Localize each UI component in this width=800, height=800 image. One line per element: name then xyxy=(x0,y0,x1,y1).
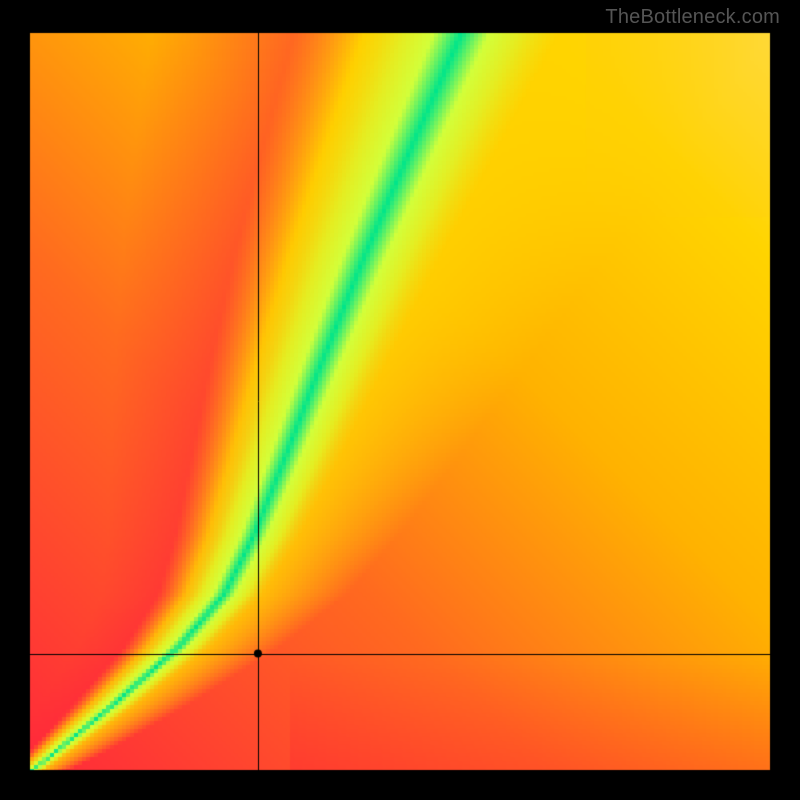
attribution-label: TheBottleneck.com xyxy=(605,6,780,29)
chart-container: TheBottleneck.com xyxy=(0,0,800,800)
bottleneck-heatmap xyxy=(0,0,800,800)
